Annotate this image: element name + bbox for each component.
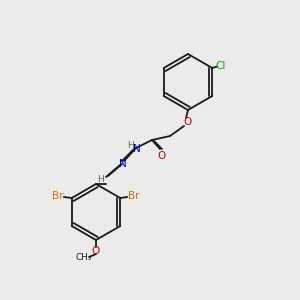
Text: O: O — [183, 117, 191, 127]
Text: N: N — [133, 144, 141, 154]
Text: O: O — [92, 246, 100, 256]
Text: Cl: Cl — [215, 61, 225, 71]
Text: H: H — [128, 142, 134, 151]
Text: Br: Br — [128, 191, 140, 201]
Text: H: H — [98, 176, 104, 184]
Text: CH₃: CH₃ — [76, 254, 92, 262]
Text: Br: Br — [52, 191, 64, 201]
Text: O: O — [158, 151, 166, 161]
Text: N: N — [119, 159, 127, 169]
